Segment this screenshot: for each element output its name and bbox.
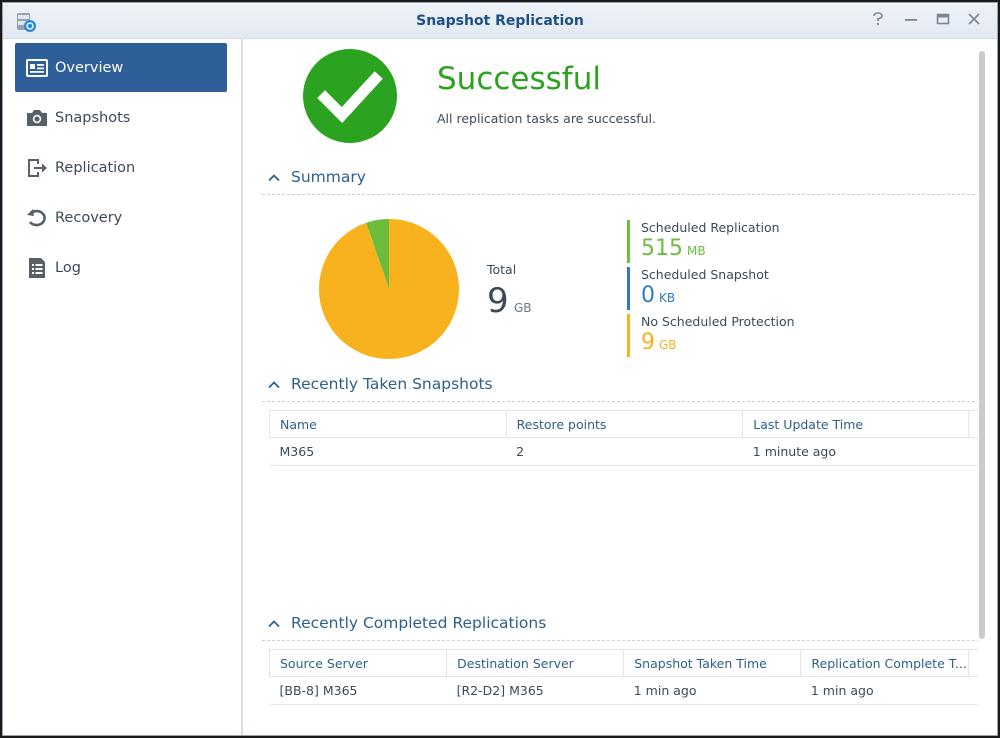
table-header-row: Source Server Destination Server Snapsho… [268, 649, 978, 677]
status-title: Successful [437, 61, 601, 97]
pie-slice-no-scheduled-protection [319, 219, 459, 359]
legend-unit: GB [659, 338, 677, 352]
chevron-up-icon [268, 381, 280, 389]
sidebar-item-snapshots[interactable]: Snapshots [15, 93, 227, 142]
minimize-icon[interactable] [902, 12, 920, 30]
chevron-up-icon [268, 174, 280, 182]
column-header-name[interactable]: Name [269, 410, 507, 438]
legend-unit: KB [659, 291, 676, 305]
replications-table: Source Server Destination Server Snapsho… [268, 649, 978, 705]
total-label: Total [487, 262, 517, 277]
legend-value: 515 MB [641, 236, 706, 261]
summary-pie-chart [319, 219, 459, 359]
legend-label: Scheduled Replication [641, 220, 780, 235]
summary-section-toggle[interactable]: Summary [262, 165, 978, 195]
column-header-snapshot-taken[interactable]: Snapshot Taken Time [623, 649, 802, 677]
legend-number: 0 [641, 283, 655, 308]
chevron-up-icon [268, 620, 280, 628]
legend-bar-snapshot [627, 267, 630, 310]
snapshots-table: Name Restore points Last Update Time M36… [269, 410, 978, 466]
cell-snapshot-taken: 1 min ago [623, 676, 801, 705]
legend-bar-unprotected [627, 314, 630, 357]
table-row[interactable]: M365 2 1 minute ago [269, 437, 978, 466]
sidebar-item-log[interactable]: Log [15, 243, 227, 292]
status-description: All replication tasks are successful. [437, 111, 657, 126]
overview-panel: Successful All replication tasks are suc… [245, 39, 978, 735]
cell-destination-server: [R2-D2] M365 [446, 676, 624, 705]
log-icon [29, 257, 45, 278]
snapshots-section-toggle[interactable]: Recently Taken Snapshots [262, 372, 978, 402]
column-header-last-update[interactable]: Last Update Time [742, 410, 969, 438]
legend-bar-replication [627, 220, 630, 263]
cell-replication-complete: 1 min ago [800, 676, 969, 705]
sidebar-item-overview[interactable]: Overview [15, 43, 227, 92]
window-title: Snapshot Replication [416, 13, 584, 29]
column-header-destination-server[interactable]: Destination Server [446, 649, 625, 677]
column-header-replication-complete[interactable]: Replication Complete T... [800, 649, 969, 677]
replications-section-toggle[interactable]: Recently Completed Replications [262, 611, 978, 641]
recovery-icon [27, 208, 46, 226]
legend-label: Scheduled Snapshot [641, 267, 769, 282]
legend-unit: MB [687, 244, 706, 258]
camera-icon [27, 109, 47, 126]
sidebar-item-label: Overview [55, 59, 124, 76]
table-header-row: Name Restore points Last Update Time [269, 410, 978, 438]
cell-spacer [968, 676, 978, 705]
cell-name: M365 [269, 437, 507, 466]
cell-spacer [968, 437, 978, 466]
column-header-spacer [967, 410, 978, 438]
replication-icon [28, 158, 47, 177]
main-scrollbar[interactable] [979, 51, 985, 639]
column-header-source-server[interactable]: Source Server [268, 649, 448, 677]
help-icon[interactable] [869, 12, 887, 30]
cell-source-server: [BB-8] M365 [269, 676, 447, 705]
success-check-icon [303, 49, 397, 143]
total-value: 9 [487, 281, 509, 321]
sidebar: Overview Snapshots Replication Recovery [3, 39, 243, 735]
pie-slice-scheduled-replication [366, 219, 389, 289]
sidebar-item-label: Recovery [55, 209, 123, 226]
table-row[interactable]: [BB-8] M365 [R2-D2] M365 1 min ago 1 min… [269, 676, 978, 705]
sidebar-item-label: Snapshots [55, 109, 131, 126]
sidebar-item-label: Replication [55, 159, 136, 176]
overview-icon [26, 58, 48, 77]
title-bar[interactable]: Snapshot Replication [3, 3, 997, 39]
section-title: Summary [291, 168, 366, 186]
cell-restore-points: 2 [506, 437, 743, 466]
legend-label: No Scheduled Protection [641, 314, 795, 329]
cell-last-update: 1 minute ago [742, 437, 969, 466]
close-icon[interactable] [965, 12, 983, 30]
legend-value: 9 GB [641, 330, 677, 355]
sidebar-item-label: Log [55, 259, 81, 276]
column-header-spacer [967, 649, 978, 677]
legend-value: 0 KB [641, 283, 675, 308]
app-icon [17, 13, 36, 32]
maximize-icon[interactable] [934, 12, 952, 30]
legend-number: 9 [641, 330, 655, 355]
legend-number: 515 [641, 236, 683, 261]
column-header-restore-points[interactable]: Restore points [505, 410, 744, 438]
total-unit: GB [514, 301, 532, 315]
sidebar-item-replication[interactable]: Replication [15, 143, 227, 192]
section-title: Recently Taken Snapshots [291, 375, 493, 393]
section-title: Recently Completed Replications [291, 614, 547, 632]
sidebar-item-recovery[interactable]: Recovery [15, 193, 227, 242]
